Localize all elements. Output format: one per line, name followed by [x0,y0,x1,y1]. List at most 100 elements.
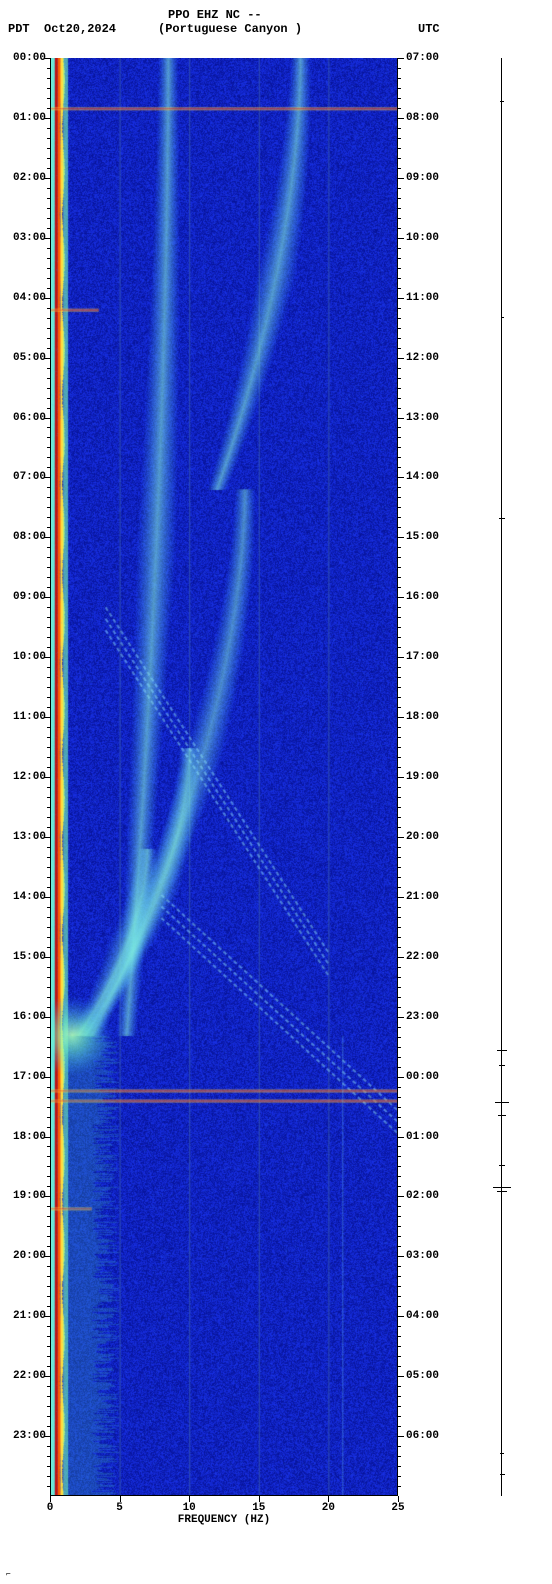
right-minor-tick [398,1366,401,1367]
left-minor-tick [47,1396,50,1397]
right-minor-tick [398,148,401,149]
right-minor-tick [398,1476,401,1477]
left-minor-tick [47,917,50,918]
left-minor-tick [47,288,50,289]
left-minor-tick [47,1057,50,1058]
right-minor-tick [398,108,401,109]
right-minor-tick [398,517,401,518]
left-minor-tick [47,218,50,219]
right-minor-tick [398,188,401,189]
right-minor-tick [398,378,401,379]
left-minor-tick [47,78,50,79]
left-minor-tick [47,1027,50,1028]
strip-event-mark [493,1187,511,1188]
left-minor-tick [47,338,50,339]
right-minor-tick [398,917,401,918]
left-major-tick [44,777,50,778]
spectrogram-plot [50,58,398,1496]
right-minor-tick [398,527,401,528]
left-minor-tick [47,198,50,199]
left-major-tick [44,1137,50,1138]
left-major-tick [44,1376,50,1377]
pdt-hour-label: 19:00 [13,1190,46,1202]
x-tick-label: 20 [322,1502,335,1514]
strip-event-mark [499,1165,505,1166]
right-minor-tick [398,1456,401,1457]
right-minor-tick [398,877,401,878]
left-minor-tick [47,388,50,389]
left-minor-tick [47,1216,50,1217]
right-minor-tick [398,1067,401,1068]
utc-hour-label: 05:00 [406,1370,439,1382]
pdt-hour-label: 21:00 [13,1310,46,1322]
right-minor-tick [398,1166,401,1167]
right-minor-tick [398,1396,401,1397]
station-code: PPO EHZ NC -- [168,8,262,22]
right-minor-tick [398,1336,401,1337]
left-minor-tick [47,208,50,209]
left-minor-tick [47,567,50,568]
right-minor-tick [398,977,401,978]
right-minor-tick [398,1107,401,1108]
location-label: (Portuguese Canyon ) [158,22,302,36]
right-minor-tick [398,1306,401,1307]
right-minor-tick [398,687,401,688]
left-minor-tick [47,1266,50,1267]
left-minor-tick [47,1127,50,1128]
pdt-hour-label: 20:00 [13,1250,46,1262]
right-minor-tick [398,677,401,678]
left-major-tick [44,1436,50,1437]
right-minor-tick [398,288,401,289]
right-minor-tick [398,1206,401,1207]
right-minor-tick [398,1296,401,1297]
right-minor-tick [398,427,401,428]
left-minor-tick [47,1366,50,1367]
left-major-tick [44,1256,50,1257]
strip-event-mark [500,1474,505,1475]
right-major-tick [398,118,404,119]
right-minor-tick [398,368,401,369]
right-minor-tick [398,88,401,89]
x-tick-label: 5 [116,1502,123,1514]
right-minor-tick [398,847,401,848]
left-minor-tick [47,148,50,149]
right-minor-tick [398,1216,401,1217]
left-minor-tick [47,268,50,269]
right-minor-tick [398,497,401,498]
left-minor-tick [47,627,50,628]
left-minor-tick [47,348,50,349]
left-minor-tick [47,507,50,508]
left-major-tick [44,477,50,478]
right-major-tick [398,1017,404,1018]
strip-event-mark [499,518,505,519]
right-major-tick [398,1077,404,1078]
right-minor-tick [398,1266,401,1267]
right-minor-tick [398,1326,401,1327]
right-minor-tick [398,647,401,648]
right-major-tick [398,1256,404,1257]
strip-event-mark [500,1453,504,1454]
utc-hour-label: 04:00 [406,1310,439,1322]
left-minor-tick [47,797,50,798]
left-minor-tick [47,1456,50,1457]
right-major-tick [398,1137,404,1138]
left-minor-tick [47,1386,50,1387]
left-minor-tick [47,168,50,169]
tz-left: PDT [8,22,30,36]
right-minor-tick [398,1276,401,1277]
right-minor-tick [398,68,401,69]
right-minor-tick [398,138,401,139]
left-minor-tick [47,1206,50,1207]
left-minor-tick [47,967,50,968]
pdt-hour-label: 12:00 [13,771,46,783]
left-minor-tick [47,977,50,978]
left-minor-tick [47,1326,50,1327]
left-minor-tick [47,607,50,608]
right-minor-tick [398,1246,401,1247]
left-minor-tick [47,1156,50,1157]
left-major-tick [44,298,50,299]
pdt-hour-label: 14:00 [13,891,46,903]
left-major-tick [44,837,50,838]
right-minor-tick [398,997,401,998]
right-minor-tick [398,587,401,588]
